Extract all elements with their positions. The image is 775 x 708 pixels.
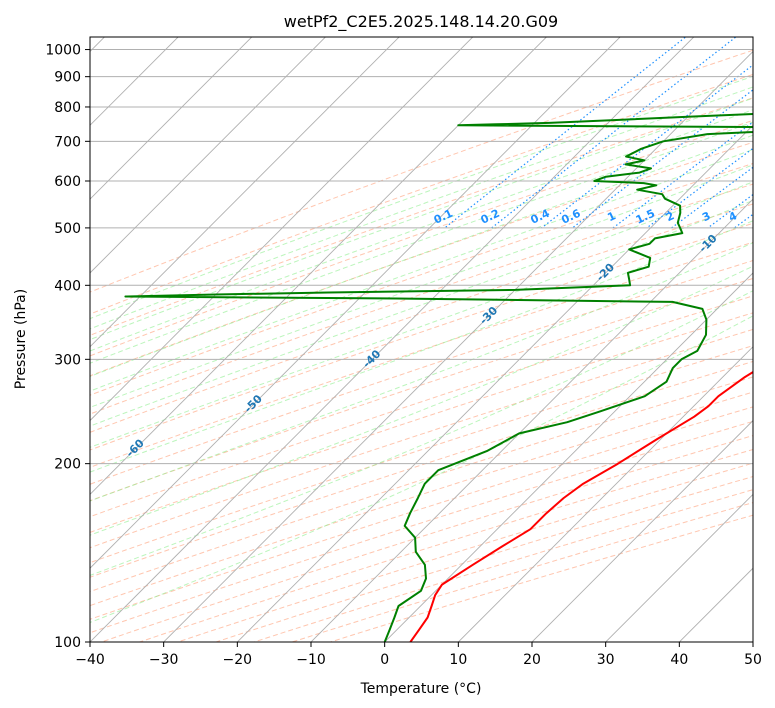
mixing-ratio-label: 0.6 — [559, 207, 582, 227]
x-tick-label: 0 — [380, 652, 389, 668]
dry-adiabat — [90, 183, 753, 415]
isotherm-line — [531, 419, 753, 642]
dry-adiabat — [90, 328, 753, 549]
isotherm-line — [90, 37, 253, 200]
isotherm-line — [457, 346, 753, 642]
dry-adiabat — [90, 277, 753, 502]
y-tick-label: 400 — [54, 278, 81, 294]
profile-lines — [124, 113, 753, 642]
mixing-ratio-label: 0.1 — [432, 207, 455, 227]
dry-adiabat — [90, 97, 753, 336]
x-tick-label: 40 — [670, 652, 688, 668]
mixing-ratio-label: 1.5 — [634, 207, 657, 227]
moist-adiabat — [90, 97, 753, 341]
y-tick-label: 800 — [54, 100, 81, 116]
y-axis: 100 200 300 400 500 600 700 800 900 1000 — [45, 43, 90, 651]
x-tick-label: −40 — [75, 652, 105, 668]
background-lines — [90, 37, 753, 642]
y-tick-label: 1000 — [45, 43, 81, 59]
dry-adiabat — [90, 222, 753, 451]
x-tick-label: −20 — [223, 652, 253, 668]
isotherm-line — [163, 50, 753, 642]
moist-adiabat — [90, 75, 753, 320]
x-tick-label: 50 — [744, 652, 762, 668]
dry-adiabat — [90, 312, 753, 533]
y-tick-label: 900 — [54, 70, 81, 86]
isotherm-label: -40 — [360, 347, 383, 370]
dewpoint-line — [124, 113, 753, 642]
isotherm-line — [90, 37, 621, 569]
dry-adiabat — [252, 489, 753, 642]
x-tick-label: −30 — [149, 652, 179, 668]
y-tick-label: 500 — [54, 221, 81, 237]
isotherm-line — [236, 124, 753, 642]
dry-adiabat — [176, 462, 753, 642]
dry-adiabat — [90, 345, 753, 564]
mixing-ratio-label: 4 — [727, 209, 740, 224]
dry-adiabat — [90, 73, 753, 315]
dry-adiabat — [90, 260, 753, 485]
chart-title: wetPf2_C2E5.2025.148.14.20.G09 — [284, 12, 558, 32]
isotherm-line — [384, 272, 753, 642]
isotherm-line — [90, 37, 695, 642]
dry-adiabat — [90, 141, 753, 377]
moist-adiabat — [90, 181, 753, 427]
isotherm-line — [605, 493, 753, 642]
dry-adiabat — [214, 476, 753, 642]
isotherm-line — [90, 37, 327, 274]
x-tick-label: 30 — [597, 652, 615, 668]
y-tick-label: 300 — [54, 352, 81, 368]
isotherm-line — [90, 37, 548, 496]
pressure-grid — [90, 49, 753, 642]
isotherm-line — [90, 37, 400, 348]
dry-adiabat — [90, 49, 753, 293]
dry-adiabat — [90, 119, 753, 357]
temperature-line — [409, 370, 753, 642]
isotherm-label: -60 — [124, 436, 147, 459]
isotherm-label: -30 — [477, 304, 500, 327]
dry-adiabat — [290, 502, 753, 642]
dry-adiabat — [90, 241, 753, 468]
dry-adiabat — [90, 360, 753, 578]
moist-adiabat — [90, 265, 753, 536]
dry-adiabat — [328, 514, 753, 642]
x-tick-label: 20 — [523, 652, 541, 668]
x-axis-title: Temperature (°C) — [360, 681, 482, 697]
mixing-ratio-label: 0.2 — [479, 207, 502, 227]
dry-adiabat — [90, 406, 753, 620]
y-tick-label: 700 — [54, 134, 81, 150]
isotherm-label: -20 — [594, 261, 617, 284]
x-tick-label: 10 — [449, 652, 467, 668]
y-tick-label: 600 — [54, 174, 81, 190]
mixing-ratio-label: 1 — [605, 209, 617, 224]
dry-adiabat — [90, 203, 753, 433]
mixing-ratio-label: 2 — [664, 209, 676, 224]
moist-adiabat — [90, 242, 753, 502]
y-tick-label: 100 — [54, 635, 81, 651]
isotherm-line — [310, 198, 753, 642]
dry-adiabat — [90, 391, 753, 607]
mixing-ratio-label: 3 — [700, 209, 712, 224]
isotherm-line — [90, 37, 474, 422]
plot-frame — [89, 36, 754, 643]
x-tick-label: −10 — [296, 652, 326, 668]
dry-adiabat — [90, 420, 753, 634]
dry-adiabat — [90, 295, 753, 518]
isotherm-line — [678, 567, 753, 642]
mixing-ratio-label: 0.4 — [529, 207, 552, 227]
dry-adiabat — [90, 162, 753, 396]
isotherm-label: -50 — [242, 392, 265, 415]
y-tick-label: 200 — [54, 457, 81, 473]
x-axis: −40 −30 −20 −10 0 10 20 30 40 50 — [75, 642, 762, 668]
y-axis-title: Pressure (hPa) — [13, 289, 29, 389]
dry-adiabat — [99, 435, 753, 642]
dry-adiabat — [90, 376, 753, 593]
